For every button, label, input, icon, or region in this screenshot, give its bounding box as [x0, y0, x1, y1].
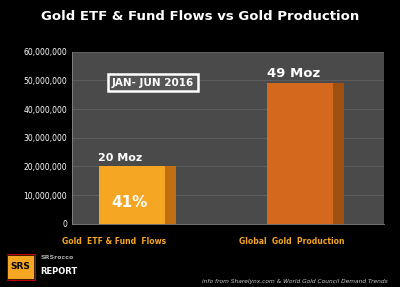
- Polygon shape: [333, 83, 344, 224]
- Bar: [6, 253, 36, 281]
- Text: Global  Gold  Production: Global Gold Production: [239, 237, 345, 246]
- Text: 49 Moz: 49 Moz: [267, 67, 321, 80]
- Polygon shape: [267, 83, 333, 224]
- Text: REPORT: REPORT: [40, 267, 77, 276]
- Text: 41%: 41%: [111, 195, 147, 210]
- Text: info from Sharelynx.com & World Gold Council Demand Trends: info from Sharelynx.com & World Gold Cou…: [202, 279, 388, 284]
- Text: 20 Moz: 20 Moz: [98, 153, 142, 163]
- Text: Gold ETF & Fund Flows vs Gold Production: Gold ETF & Fund Flows vs Gold Production: [41, 10, 359, 23]
- Text: Gold  ETF & Fund  Flows: Gold ETF & Fund Flows: [62, 237, 166, 246]
- Text: JAN- JUN 2016: JAN- JUN 2016: [112, 78, 194, 88]
- Text: SRS: SRS: [11, 262, 31, 271]
- Text: SRSrocco: SRSrocco: [40, 255, 73, 261]
- Bar: [7, 255, 34, 279]
- Polygon shape: [165, 166, 176, 224]
- Polygon shape: [99, 166, 165, 224]
